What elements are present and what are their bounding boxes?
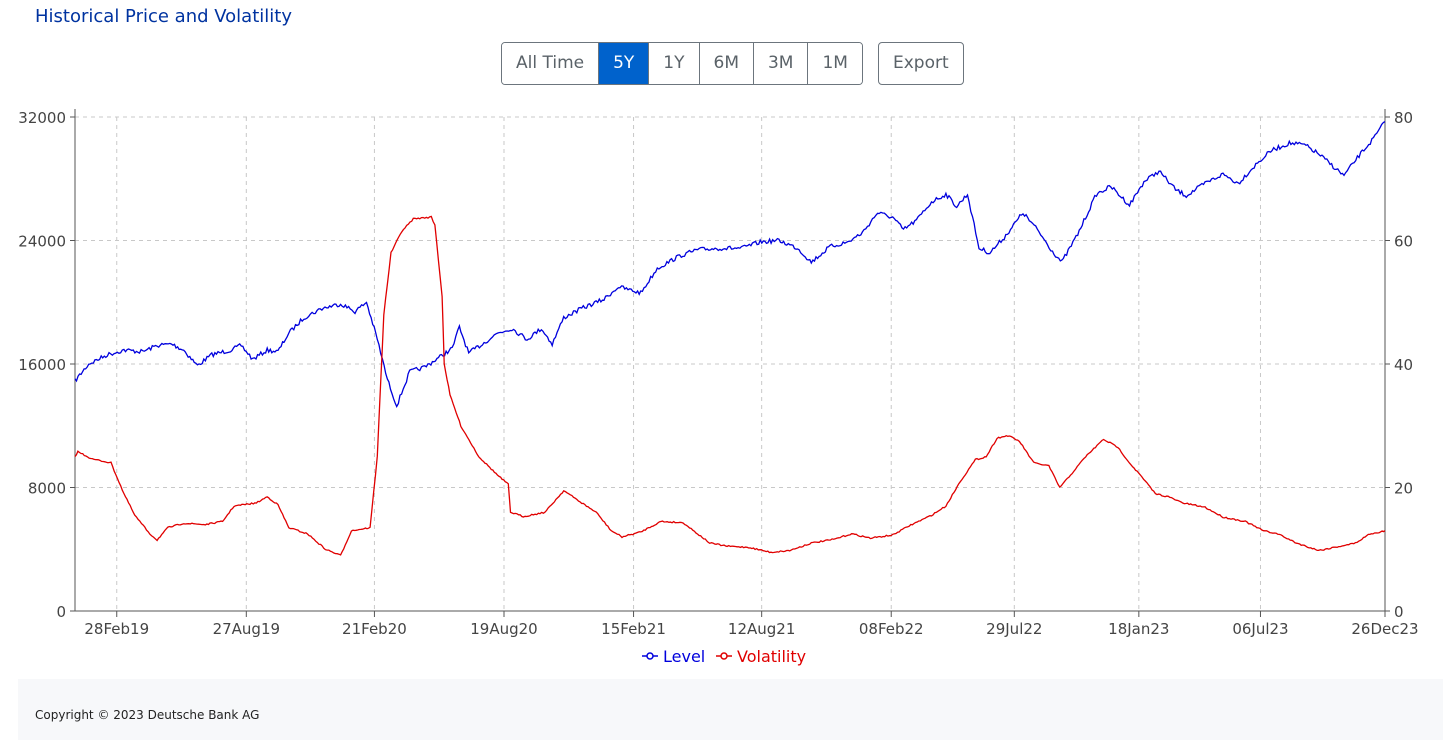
series-line-volatility	[74, 215, 1386, 556]
x-tick-label: 21Feb20	[342, 620, 407, 638]
y-right-tick-label: 20	[1394, 480, 1413, 498]
x-tick-label: 29Jul22	[986, 620, 1042, 638]
x-tick-label: 27Aug19	[213, 620, 280, 638]
range-button-group: All Time 5Y 1Y 6M 3M 1M	[501, 42, 863, 85]
x-tick-label: 19Aug20	[470, 620, 537, 638]
y-right-tick-label: 40	[1394, 356, 1413, 374]
range-button-all-time[interactable]: All Time	[502, 43, 600, 84]
copyright-text: Copyright © 2023 Deutsche Bank AG	[35, 708, 260, 722]
y-left-tick-label: 24000	[18, 233, 66, 251]
y-right-tick-label: 80	[1394, 109, 1413, 127]
footer: Copyright © 2023 Deutsche Bank AG	[18, 679, 1443, 740]
y-left-tick-label: 16000	[18, 356, 66, 374]
y-right-tick-label: 0	[1394, 603, 1404, 621]
export-button[interactable]: Export	[878, 42, 964, 85]
y-left-tick-label: 8000	[28, 480, 66, 498]
legend-label-volatility: Volatility	[737, 647, 806, 666]
legend-label-level: Level	[663, 647, 705, 666]
y-left-tick-label: 32000	[18, 109, 66, 127]
range-button-5y[interactable]: 5Y	[599, 43, 650, 84]
legend-marker-volatility	[720, 652, 728, 660]
x-tick-label: 28Feb19	[84, 620, 149, 638]
legend-marker-level	[646, 652, 654, 660]
series-line-level	[74, 121, 1386, 408]
x-tick-label: 12Aug21	[728, 620, 795, 638]
price-volatility-chart: 0 8000 16000 24000 32000 0 20 40 60 80 28Feb19 27Au…	[18, 109, 1419, 666]
x-tick-label: 15Feb21	[601, 620, 666, 638]
page-title: Historical Price and Volatility	[35, 6, 292, 27]
x-tick-label: 06Jul23	[1232, 620, 1288, 638]
range-button-6m[interactable]: 6M	[699, 43, 754, 84]
y-left-tick-label: 0	[56, 603, 66, 621]
range-button-3m[interactable]: 3M	[753, 43, 809, 84]
x-tick-label: 08Feb22	[859, 620, 924, 638]
range-button-1y[interactable]: 1Y	[649, 43, 700, 84]
y-right-tick-label: 60	[1394, 233, 1413, 251]
x-tick-label: 26Dec23	[1351, 620, 1418, 638]
x-tick-label: 18Jan23	[1108, 620, 1169, 638]
range-button-1m[interactable]: 1M	[808, 43, 862, 84]
